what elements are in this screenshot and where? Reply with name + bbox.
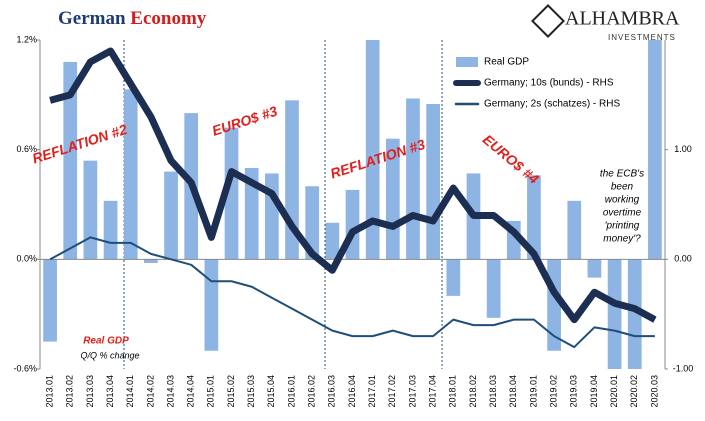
ecb-note: the ECB's: [600, 169, 644, 180]
bar: [426, 103, 440, 260]
x-tick-label: 2015.04: [266, 375, 276, 408]
title-emphasis: Economy: [130, 8, 207, 29]
x-tick-label: 2017.01: [367, 375, 377, 408]
legend-label: Germany; 10s (bunds) - RHS: [484, 78, 614, 89]
x-tick-label: 2018.02: [468, 375, 478, 408]
x-tick-label: 2016.04: [347, 375, 357, 408]
x-tick-label: 2013.01: [44, 375, 54, 408]
legend-item: Germany; 10s (bunds) - RHS: [453, 78, 614, 89]
logo: ALHAMBRA INVESTMENTS: [531, 4, 680, 42]
logo-tagline: INVESTMENTS: [608, 33, 676, 42]
bar: [406, 98, 420, 260]
bar: [164, 171, 178, 260]
y-tick-label: 0.6%: [16, 144, 37, 154]
bar: [63, 61, 78, 260]
bar: [486, 259, 501, 318]
y2-tick-label: 1.00: [674, 144, 692, 154]
ecb-note: money'?: [603, 234, 641, 245]
bar: [587, 259, 602, 278]
bar: [567, 200, 582, 260]
x-tick-label: 2019.03: [569, 375, 579, 408]
ecb-note: 'printing: [605, 221, 640, 232]
x-tick-label: 2018.01: [448, 375, 458, 408]
x-tick-label: 2019.04: [589, 375, 599, 408]
legend-item: Germany; 2s (schatzes) - RHS: [454, 99, 620, 110]
title-part: German: [58, 8, 126, 29]
y-tick-label: 0.0%: [16, 254, 37, 264]
bar: [446, 259, 461, 296]
x-tick-label: 2015.01: [206, 375, 216, 408]
bar: [648, 40, 662, 260]
x-tick-label: 2017.03: [407, 375, 417, 408]
x-tick-label: 2014.02: [145, 375, 155, 408]
x-tick-label: 2016.02: [307, 375, 317, 408]
bar: [265, 173, 279, 260]
legend-swatch: [456, 57, 478, 67]
x-tick-label: 2019.01: [528, 375, 538, 408]
chart-title: German Economy: [58, 8, 207, 29]
x-tick-label: 2014.04: [186, 375, 196, 408]
bar: [244, 167, 259, 260]
x-tick-label: 2017.04: [428, 375, 438, 408]
x-tick-label: 2019.02: [548, 375, 558, 408]
bar: [224, 127, 239, 260]
x-tick-label: 2014.03: [165, 375, 175, 408]
x-tick-label: 2017.02: [387, 375, 397, 408]
annotation: EURO$ #4: [480, 131, 542, 187]
x-tick-label: 2020.02: [629, 375, 639, 408]
y-tick-label: -0.6%: [13, 363, 37, 373]
ecb-note: overtime: [603, 208, 642, 219]
bar: [325, 222, 340, 260]
y2-tick-label: -1.00: [673, 363, 694, 373]
bar: [385, 138, 400, 260]
x-tick-label: 2013.02: [65, 375, 75, 408]
annotation: EURO$ #3: [210, 103, 280, 139]
line-series: [49, 47, 657, 324]
x-tick-label: 2020.03: [649, 375, 659, 408]
x-tick-label: 2013.04: [105, 375, 115, 408]
x-tick-label: 2015.02: [226, 375, 236, 408]
x-tick-label: 2013.03: [85, 375, 95, 408]
bar: [144, 259, 158, 263]
x-tick-label: 2018.04: [508, 375, 518, 408]
bar: [123, 89, 138, 260]
x-tick-label: 2015.03: [246, 375, 256, 408]
gdp-note: Real GDP: [83, 336, 129, 347]
bar: [527, 175, 541, 260]
bar: [204, 259, 219, 351]
x-tick-label: 2014.01: [125, 375, 135, 408]
ecb-note: working: [605, 195, 640, 206]
bar: [103, 200, 118, 260]
annotation: REFLATION #2: [30, 121, 129, 167]
bar: [305, 186, 320, 260]
x-tick-label: 2020.01: [609, 375, 619, 408]
line-series: [49, 236, 655, 349]
legend-item: Real GDP: [456, 57, 529, 68]
legend-label: Real GDP: [484, 57, 529, 68]
logo-icon: [531, 4, 565, 38]
x-tick-label: 2016.03: [327, 375, 337, 408]
gdp-note: Q/Q % change: [80, 350, 139, 360]
bar: [627, 259, 642, 369]
y2-tick-label: 0.00: [674, 254, 692, 264]
bar: [83, 160, 98, 260]
x-tick-label: 2018.03: [488, 375, 498, 408]
bar: [43, 259, 57, 342]
y-tick-label: 1.2%: [16, 34, 37, 44]
logo-name: ALHAMBRA: [565, 8, 680, 30]
ecb-note: been: [611, 182, 634, 193]
bar: [345, 189, 360, 260]
legend-label: Germany; 2s (schatzes) - RHS: [484, 99, 620, 110]
bar: [607, 259, 622, 369]
x-tick-label: 2016.01: [286, 375, 296, 408]
bar: [365, 40, 380, 260]
